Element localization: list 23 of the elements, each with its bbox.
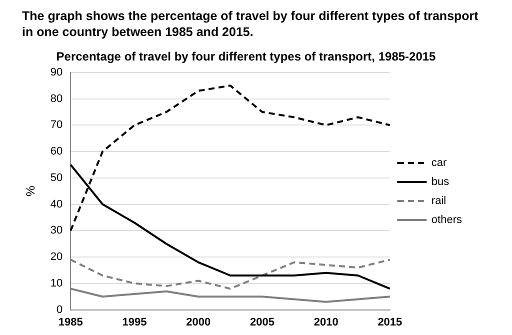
y-tick-label: 0: [56, 304, 63, 316]
legend-label: car: [431, 157, 448, 170]
y-tick-label: 60: [50, 146, 63, 158]
legend-label: rail: [431, 195, 446, 208]
legend-label: bus: [431, 176, 450, 188]
y-tick-label: 40: [50, 198, 63, 210]
y-tick-label: 70: [50, 119, 63, 132]
x-tick-label: 1985: [58, 316, 83, 328]
x-tick-label: 2010: [314, 316, 338, 328]
y-tick-label: 10: [50, 277, 63, 290]
x-tick-label: 1995: [122, 316, 147, 328]
x-tick-label: 2015: [378, 316, 402, 328]
y-tick-label: 90: [50, 66, 63, 78]
chart-title: The graph shows the percentage of travel by four different types of transport in one country between 1985 and 2015.: [22, 8, 480, 40]
chart-subtitle: Percentage of travel by four different types of transport, 1985-2015: [56, 50, 436, 64]
y-tick-label: 50: [50, 172, 63, 184]
y-tick-label: 30: [50, 224, 63, 237]
y-tick-label: 20: [50, 251, 63, 264]
legend-label: others: [431, 214, 462, 226]
y-tick-label: 80: [50, 92, 63, 105]
x-tick-label: 2000: [186, 316, 211, 328]
x-tick-label: 2005: [250, 316, 274, 328]
y-axis-title: %: [24, 185, 38, 196]
